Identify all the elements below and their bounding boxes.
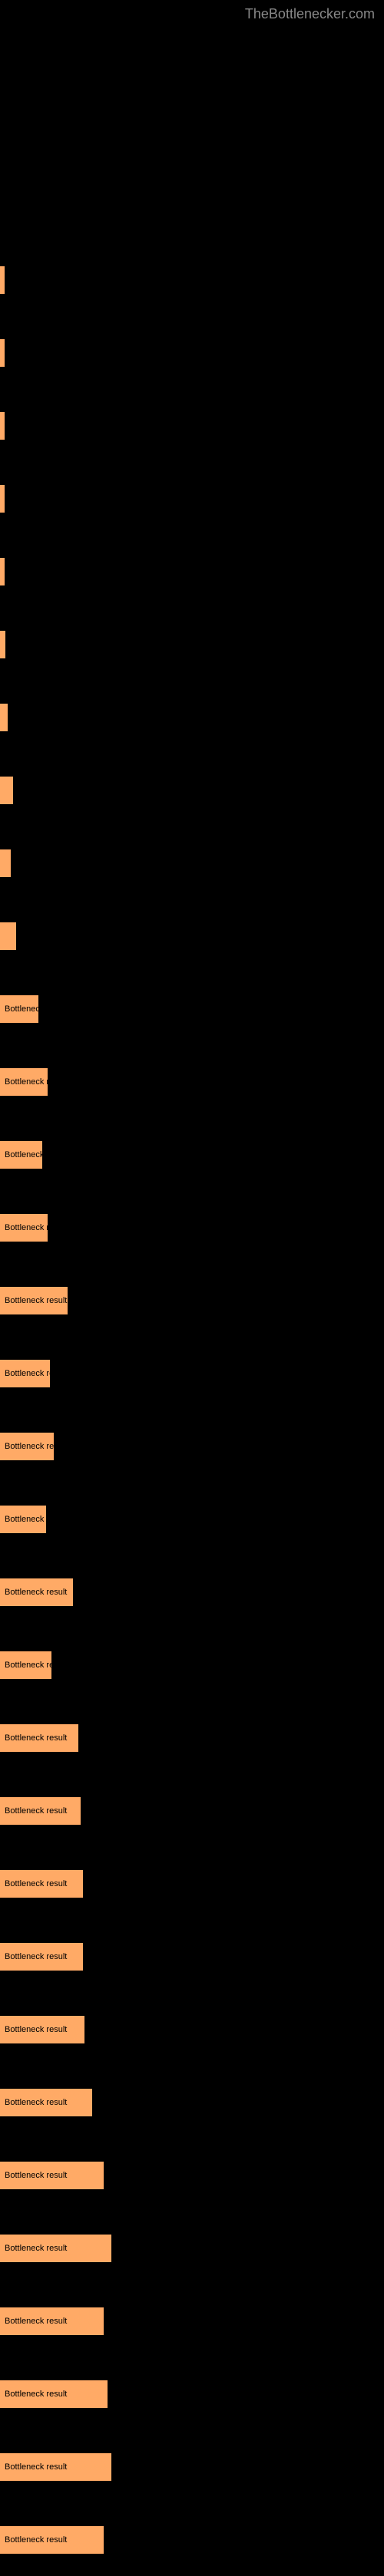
bar-label: Bottleneck result: [5, 1952, 67, 1961]
chart-bar: Bottleneck result: [0, 1141, 42, 1169]
bar-row: Bottleneck result: [0, 1410, 384, 1483]
bar-row: [0, 462, 384, 535]
bar-row: [0, 243, 384, 316]
bar-label: Bottleneck result: [5, 1296, 67, 1305]
bar-label: Bottleneck result: [5, 1442, 54, 1451]
bar-row: Bottleneck result: [0, 1045, 384, 1118]
bar-label: Bottleneck result: [5, 1879, 67, 1888]
chart-bar: Bottleneck result: [0, 1433, 54, 1460]
bar-label: Bottleneck result: [5, 2244, 67, 2253]
bar-row: [0, 535, 384, 608]
bar-row: [0, 389, 384, 462]
bar-label: Bottleneck result: [5, 1806, 67, 1816]
bar-row: Bottleneck result: [0, 1701, 384, 1774]
bar-row: Bottleneck result: [0, 1483, 384, 1555]
chart-bar: Bottleneck result: [0, 1724, 78, 1752]
bar-label: Bottleneck result: [5, 1661, 51, 1670]
bar-label: Bottleneck result: [5, 2462, 67, 2472]
chart-bar: [0, 339, 5, 367]
bar-row: Bottleneck result: [0, 1774, 384, 1847]
bar-row: Bottleneck result: [0, 2430, 384, 2503]
bar-row: [0, 899, 384, 972]
bar-row: [0, 608, 384, 681]
bar-label: Bottleneck result: [5, 1223, 48, 1232]
chart-bar: [0, 849, 11, 877]
chart-bar: Bottleneck result: [0, 1506, 46, 1533]
chart-bar: [0, 704, 8, 731]
bar-row: Bottleneck result: [0, 1628, 384, 1701]
bar-label: Bottleneck result: [5, 2535, 67, 2545]
bar-row: Bottleneck result: [0, 2066, 384, 2139]
chart-bar: Bottleneck result: [0, 1214, 48, 1242]
chart-bar: Bottleneck result: [0, 2380, 108, 2408]
chart-bar: [0, 922, 16, 950]
chart-bar: Bottleneck result: [0, 1360, 50, 1387]
chart-bar: [0, 266, 5, 294]
chart-bar: Bottleneck result: [0, 2526, 104, 2554]
chart-bar: Bottleneck result: [0, 1797, 81, 1825]
bar-row: Bottleneck result: [0, 2139, 384, 2212]
bar-row: Bottleneck result: [0, 972, 384, 1045]
bar-row: Bottleneck result: [0, 1118, 384, 1191]
chart-bar: Bottleneck result: [0, 2235, 111, 2262]
bar-row: Bottleneck result: [0, 1993, 384, 2066]
bar-label: Bottleneck result: [5, 1588, 67, 1597]
chart-bar: Bottleneck result: [0, 2453, 111, 2481]
chart-bar: [0, 631, 5, 658]
chart-bar: [0, 485, 5, 513]
chart-bar: Bottleneck result: [0, 2162, 104, 2189]
chart-bar: Bottleneck result: [0, 2016, 84, 2043]
bar-label: Bottleneck result: [5, 2317, 67, 2326]
bar-row: Bottleneck result: [0, 2212, 384, 2284]
chart-bar: Bottleneck result: [0, 2307, 104, 2335]
bar-row: Bottleneck result: [0, 2357, 384, 2430]
bar-row: Bottleneck result: [0, 1555, 384, 1628]
bar-chart: Bottleneck result Bottleneck result Bottle…: [0, 243, 384, 2576]
bar-label: Bottleneck result: [5, 1004, 38, 1014]
bar-row: Bottleneck result: [0, 1191, 384, 1264]
bar-row: [0, 754, 384, 826]
site-name: TheBottlenecker.com: [245, 6, 375, 21]
top-spacer: [0, 28, 384, 243]
bar-label: Bottleneck result: [5, 1369, 50, 1378]
chart-bar: Bottleneck result: [0, 2089, 92, 2116]
bar-row: Bottleneck result: [0, 1847, 384, 1920]
bar-label: Bottleneck result: [5, 1077, 48, 1087]
bar-row: Bottleneck result: [0, 1337, 384, 1410]
bar-label: Bottleneck result: [5, 2390, 67, 2399]
bar-row: Bottleneck result: [0, 2284, 384, 2357]
bar-row: [0, 681, 384, 754]
bar-label: Bottleneck result: [5, 1150, 42, 1159]
chart-bar: [0, 777, 13, 804]
bar-label: Bottleneck result: [5, 1733, 67, 1743]
chart-bar: [0, 412, 5, 440]
bar-row: [0, 316, 384, 389]
chart-bar: Bottleneck result: [0, 1651, 51, 1679]
bar-label: Bottleneck result: [5, 2025, 67, 2034]
bar-label: Bottleneck result: [5, 2098, 67, 2107]
chart-bar: Bottleneck result: [0, 1870, 83, 1898]
bar-row: Bottleneck result: [0, 1264, 384, 1337]
chart-bar: [0, 558, 5, 585]
chart-bar: Bottleneck result: [0, 995, 38, 1023]
bar-label: Bottleneck result: [5, 2171, 67, 2180]
bar-row: [0, 826, 384, 899]
chart-bar: Bottleneck result: [0, 1943, 83, 1971]
header: TheBottlenecker.com: [0, 0, 384, 28]
bar-label: Bottleneck result: [5, 1515, 46, 1524]
chart-bar: Bottleneck result: [0, 1287, 68, 1314]
bar-row: Bottleneck result: [0, 2503, 384, 2576]
bar-row: Bottleneck result: [0, 1920, 384, 1993]
chart-bar: Bottleneck result: [0, 1068, 48, 1096]
chart-bar: Bottleneck result: [0, 1578, 73, 1606]
